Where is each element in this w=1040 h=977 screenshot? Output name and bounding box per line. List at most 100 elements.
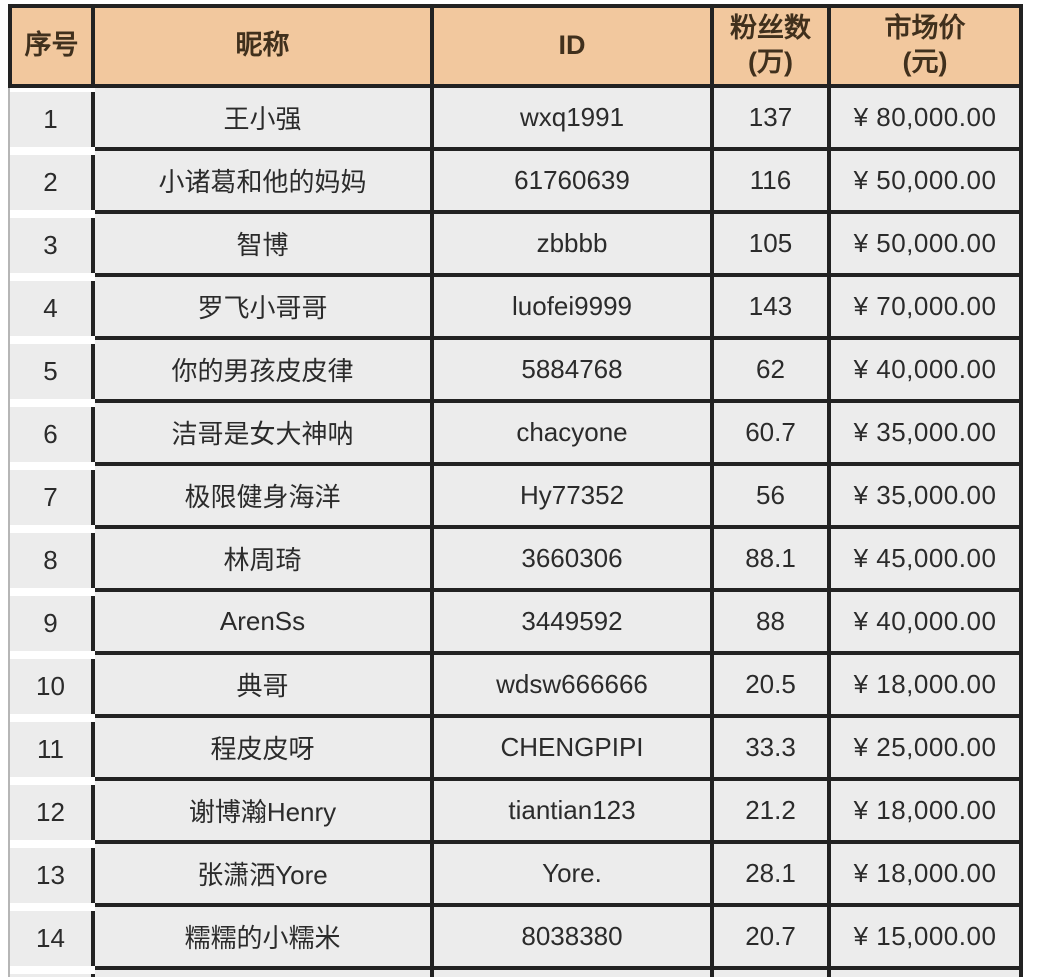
header-price-unit: (元) <box>902 47 948 77</box>
nickname-cell: 林周琦 <box>95 529 430 592</box>
fans-cell: 116 <box>710 151 827 214</box>
table-header-row: 序号 昵称 ID 粉丝数 (万) 市场价 (元) <box>8 4 1023 88</box>
price-cell: ¥ 80,000.00 <box>827 88 1023 151</box>
seq-cell: 12 <box>10 785 95 840</box>
fans-cell: 28.1 <box>710 844 827 907</box>
fans-cell: 137 <box>710 88 827 151</box>
id-cell: Hy77352 <box>430 466 710 529</box>
nickname-cell: 糯糯的小糯米 <box>95 907 430 970</box>
price-cell: ¥ 70,000.00 <box>827 277 1023 340</box>
fans-cell: 21.2 <box>710 781 827 844</box>
nickname-cell: 洁哥是女大神呐 <box>95 403 430 466</box>
table-row: 13 张潇洒Yore Yore. 28.1 ¥ 18,000.00 <box>8 844 1023 907</box>
nickname-cell: 小诸葛和他的妈妈 <box>95 151 430 214</box>
seq-cell: 5 <box>10 344 95 399</box>
table-row: 8 林周琦 3660306 88.1 ¥ 45,000.00 <box>8 529 1023 592</box>
seq-cell: 3 <box>10 218 95 273</box>
table-row: 4 罗飞小哥哥 luofei9999 143 ¥ 70,000.00 <box>8 277 1023 340</box>
header-fans-label: 粉丝数 <box>730 13 811 44</box>
seq-cell: 11 <box>10 722 95 777</box>
header-id-label: ID <box>558 30 586 61</box>
seq-cell: 4 <box>10 281 95 336</box>
header-price: 市场价 (元) <box>827 4 1023 88</box>
nickname-cell: 你的男孩皮皮律 <box>95 340 430 403</box>
header-nickname-label: 昵称 <box>235 30 290 61</box>
price-cell: ¥ 50,000.00 <box>827 151 1023 214</box>
seq-cell: 9 <box>10 596 95 651</box>
seq-cell <box>10 974 95 977</box>
header-id: ID <box>430 4 710 88</box>
header-seq: 序号 <box>8 4 95 88</box>
id-cell: 3449592 <box>430 592 710 655</box>
nickname-cell: 程皮皮呀 <box>95 718 430 781</box>
table-row: 12 谢博瀚Henry tiantian123 21.2 ¥ 18,000.00 <box>8 781 1023 844</box>
fans-cell: 62 <box>710 340 827 403</box>
nickname-cell: ArenSs <box>95 592 430 655</box>
table-row: 2 小诸葛和他的妈妈 61760639 116 ¥ 50,000.00 <box>8 151 1023 214</box>
price-cell: ¥ 50,000.00 <box>827 214 1023 277</box>
partial-row <box>8 970 1023 977</box>
header-fans: 粉丝数 (万) <box>710 4 827 88</box>
table-row: 14 糯糯的小糯米 8038380 20.7 ¥ 15,000.00 <box>8 907 1023 970</box>
nickname-cell: 张潇洒Yore <box>95 844 430 907</box>
id-cell: wxq1991 <box>430 88 710 151</box>
seq-cell: 2 <box>10 155 95 210</box>
nickname-cell <box>95 970 430 977</box>
price-cell: ¥ 35,000.00 <box>827 466 1023 529</box>
seq-cell: 7 <box>10 470 95 525</box>
price-cell: ¥ 40,000.00 <box>827 592 1023 655</box>
seq-cell: 6 <box>10 407 95 462</box>
table-row: 1 王小强 wxq1991 137 ¥ 80,000.00 <box>8 88 1023 151</box>
id-cell: zbbbb <box>430 214 710 277</box>
price-cell: ¥ 18,000.00 <box>827 844 1023 907</box>
seq-cell: 8 <box>10 533 95 588</box>
table-row: 11 程皮皮呀 CHENGPIPI 33.3 ¥ 25,000.00 <box>8 718 1023 781</box>
table-row: 7 极限健身海洋 Hy77352 56 ¥ 35,000.00 <box>8 466 1023 529</box>
fans-cell: 56 <box>710 466 827 529</box>
id-cell: chacyone <box>430 403 710 466</box>
id-cell: wdsw666666 <box>430 655 710 718</box>
nickname-cell: 极限健身海洋 <box>95 466 430 529</box>
table-row: 9 ArenSs 3449592 88 ¥ 40,000.00 <box>8 592 1023 655</box>
table-row: 10 典哥 wdsw666666 20.5 ¥ 18,000.00 <box>8 655 1023 718</box>
price-cell: ¥ 15,000.00 <box>827 907 1023 970</box>
fans-cell: 88.1 <box>710 529 827 592</box>
price-cell: ¥ 18,000.00 <box>827 781 1023 844</box>
nickname-cell: 智博 <box>95 214 430 277</box>
table-row: 3 智博 zbbbb 105 ¥ 50,000.00 <box>8 214 1023 277</box>
price-cell: ¥ 35,000.00 <box>827 403 1023 466</box>
id-cell: Yore. <box>430 844 710 907</box>
fans-cell: 88 <box>710 592 827 655</box>
nickname-cell: 王小强 <box>95 88 430 151</box>
nickname-cell: 谢博瀚Henry <box>95 781 430 844</box>
nickname-cell: 罗飞小哥哥 <box>95 277 430 340</box>
fans-cell: 143 <box>710 277 827 340</box>
price-cell <box>827 970 1023 977</box>
id-cell <box>430 970 710 977</box>
nickname-cell: 典哥 <box>95 655 430 718</box>
price-cell: ¥ 25,000.00 <box>827 718 1023 781</box>
id-cell: tiantian123 <box>430 781 710 844</box>
fans-cell: 105 <box>710 214 827 277</box>
followers-price-table: 序号 昵称 ID 粉丝数 (万) 市场价 (元) 1 王小强 wxq1991 1… <box>8 4 1023 977</box>
id-cell: 61760639 <box>430 151 710 214</box>
fans-cell: 20.7 <box>710 907 827 970</box>
price-cell: ¥ 45,000.00 <box>827 529 1023 592</box>
id-cell: 5884768 <box>430 340 710 403</box>
table-row: 6 洁哥是女大神呐 chacyone 60.7 ¥ 35,000.00 <box>8 403 1023 466</box>
seq-cell: 1 <box>10 92 95 147</box>
header-seq-label: 序号 <box>24 30 79 61</box>
price-cell: ¥ 18,000.00 <box>827 655 1023 718</box>
header-fans-unit: (万) <box>748 47 793 77</box>
header-price-label: 市场价 <box>884 13 966 44</box>
id-cell: CHENGPIPI <box>430 718 710 781</box>
fans-cell: 60.7 <box>710 403 827 466</box>
price-cell: ¥ 40,000.00 <box>827 340 1023 403</box>
seq-cell: 13 <box>10 848 95 903</box>
id-cell: luofei9999 <box>430 277 710 340</box>
table-row: 5 你的男孩皮皮律 5884768 62 ¥ 40,000.00 <box>8 340 1023 403</box>
fans-cell <box>710 970 827 977</box>
id-cell: 8038380 <box>430 907 710 970</box>
seq-cell: 14 <box>10 911 95 966</box>
